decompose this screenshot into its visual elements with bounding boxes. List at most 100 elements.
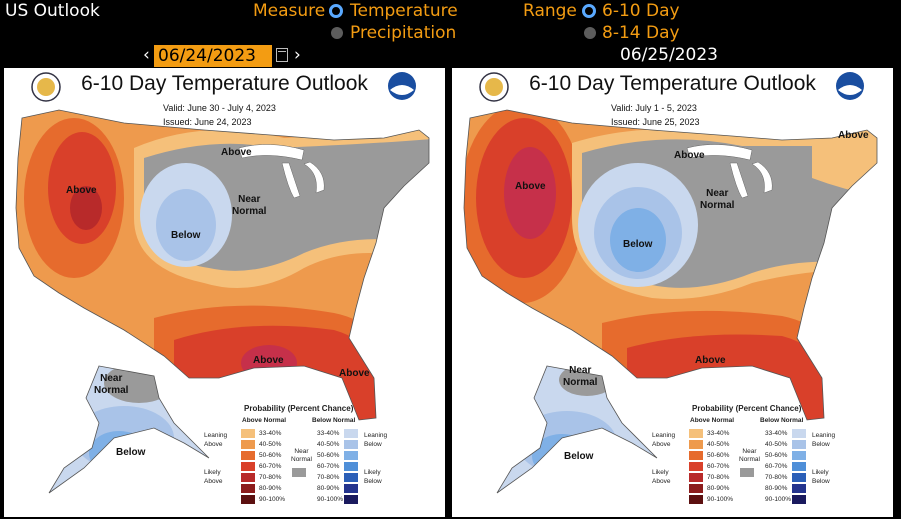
legend-swatch-near <box>292 468 306 477</box>
range-label: Range <box>523 1 577 21</box>
prev-date-icon[interactable]: ‹ <box>143 45 150 65</box>
legend-below-range: 70-80% <box>317 474 340 481</box>
legend-swatch-above <box>241 429 255 438</box>
legend-below-range: 40-50% <box>317 441 340 448</box>
legend-below-range: 33-40% <box>317 430 340 437</box>
radio-precipitation[interactable] <box>331 27 343 39</box>
legend-likely-above: Likely Above <box>652 469 671 485</box>
option-temperature[interactable]: Temperature <box>350 1 458 21</box>
legend-near-normal: Near Normal <box>291 448 312 463</box>
label-above-florida: Above <box>339 368 370 379</box>
legend-swatch-below <box>344 484 358 493</box>
option-precipitation[interactable]: Precipitation <box>350 23 457 43</box>
legend-swatch-above <box>241 440 255 449</box>
radio-8-14-day[interactable] <box>584 27 596 39</box>
legend: Probability (Percent Chance) Above Norma… <box>652 396 852 516</box>
legend-swatch-above <box>689 495 703 504</box>
legend-below-normal: Below Normal <box>760 417 804 424</box>
label-near-normal: Near Normal <box>700 188 735 211</box>
calendar-icon[interactable] <box>276 48 288 62</box>
legend-swatch-below <box>344 473 358 482</box>
legend-swatch-below <box>792 484 806 493</box>
legend-below-range: 90-100% <box>765 496 792 503</box>
legend-below-range: 70-80% <box>765 474 788 481</box>
legend-above-range: 40-50% <box>259 441 282 448</box>
next-date-icon[interactable]: › <box>294 45 301 65</box>
label-above-south: Above <box>695 355 726 366</box>
legend-swatch-above <box>241 495 255 504</box>
legend-swatch-above <box>241 462 255 471</box>
legend-below-range: 60-70% <box>765 463 788 470</box>
legend-title: Probability (Percent Chance) <box>692 404 802 413</box>
legend-above-range: 90-100% <box>707 496 734 503</box>
legend-below-range: 80-90% <box>765 485 788 492</box>
legend-swatch-above <box>689 484 703 493</box>
legend-swatch-below <box>792 473 806 482</box>
panel-info: Valid: June 30 - July 4, 2023 Issued: Ju… <box>163 101 276 129</box>
legend-above-normal: Above Normal <box>690 417 735 424</box>
label-alaska-near-normal: Near Normal <box>94 373 129 396</box>
legend-swatch-below <box>792 451 806 460</box>
legend-above-range: 33-40% <box>259 430 282 437</box>
valid-dates: Valid: July 1 - 5, 2023 <box>611 103 697 113</box>
legend-above-range: 70-80% <box>259 474 282 481</box>
legend-below-normal: Below Normal <box>312 417 356 424</box>
issued-date: Issued: June 24, 2023 <box>163 117 252 127</box>
legend-swatch-below <box>792 440 806 449</box>
legend-above-range: 70-80% <box>707 474 730 481</box>
label-above-north: Above <box>674 150 705 161</box>
page-title: US Outlook <box>5 1 100 21</box>
legend-swatch-below <box>344 495 358 504</box>
legend-likely-below: Likely Below <box>364 469 382 485</box>
label-alaska-near-normal: Near Normal <box>563 365 598 388</box>
label-below: Below <box>171 230 201 241</box>
label-alaska-below: Below <box>564 451 594 462</box>
label-above-south: Above <box>253 355 284 366</box>
label-alaska-below: Below <box>116 447 146 458</box>
legend-below-range: 33-40% <box>765 430 788 437</box>
panel-title: 6-10 Day Temperature Outlook <box>81 72 368 95</box>
legend-above-range: 80-90% <box>259 485 282 492</box>
legend-above-range: 50-60% <box>259 452 282 459</box>
legend-swatch-above <box>689 451 703 460</box>
legend-swatch-below <box>344 462 358 471</box>
legend-above-range: 60-70% <box>707 463 730 470</box>
legend-leaning-above: Leaning Above <box>204 432 228 448</box>
legend-near-normal: Near Normal <box>739 448 760 463</box>
valid-dates: Valid: June 30 - July 4, 2023 <box>163 103 276 113</box>
legend-swatch-below <box>344 440 358 449</box>
label-near-normal: Near Normal <box>232 194 267 217</box>
option-8-14-day[interactable]: 8-14 Day <box>602 23 680 43</box>
legend-above-range: 33-40% <box>707 430 730 437</box>
radio-temperature[interactable] <box>329 4 343 18</box>
legend-swatch-below <box>792 462 806 471</box>
legend-below-range: 50-60% <box>317 452 340 459</box>
legend-below-range: 80-90% <box>317 485 340 492</box>
legend-swatch-above <box>689 473 703 482</box>
legend-swatch-below <box>792 495 806 504</box>
label-below: Below <box>623 239 653 250</box>
legend: Probability (Percent Chance) Above Norma… <box>204 396 404 516</box>
legend-above-normal: Above Normal <box>242 417 287 424</box>
measure-label: Measure <box>253 1 326 21</box>
legend-swatch-above <box>689 462 703 471</box>
legend-swatch-below <box>344 429 358 438</box>
panel-info: Valid: July 1 - 5, 2023 Issued: June 25,… <box>611 101 700 129</box>
date-input[interactable]: 06/24/2023 <box>154 45 272 67</box>
legend-above-range: 50-60% <box>707 452 730 459</box>
legend-swatch-above <box>241 451 255 460</box>
option-6-10-day[interactable]: 6-10 Day <box>602 1 680 21</box>
radio-6-10-day[interactable] <box>582 4 596 18</box>
label-above-northeast: Above <box>838 130 869 141</box>
label-above-west: Above <box>66 185 97 196</box>
legend-above-range: 60-70% <box>259 463 282 470</box>
second-date: 06/25/2023 <box>620 45 718 65</box>
legend-above-range: 80-90% <box>707 485 730 492</box>
legend-leaning-above: Leaning Above <box>652 432 676 448</box>
legend-leaning-below: Leaning Below <box>364 432 388 448</box>
legend-below-range: 40-50% <box>765 441 788 448</box>
label-above-north: Above <box>221 147 252 158</box>
legend-title: Probability (Percent Chance) <box>244 404 354 413</box>
legend-swatch-above <box>689 440 703 449</box>
legend-swatch-near <box>740 468 754 477</box>
